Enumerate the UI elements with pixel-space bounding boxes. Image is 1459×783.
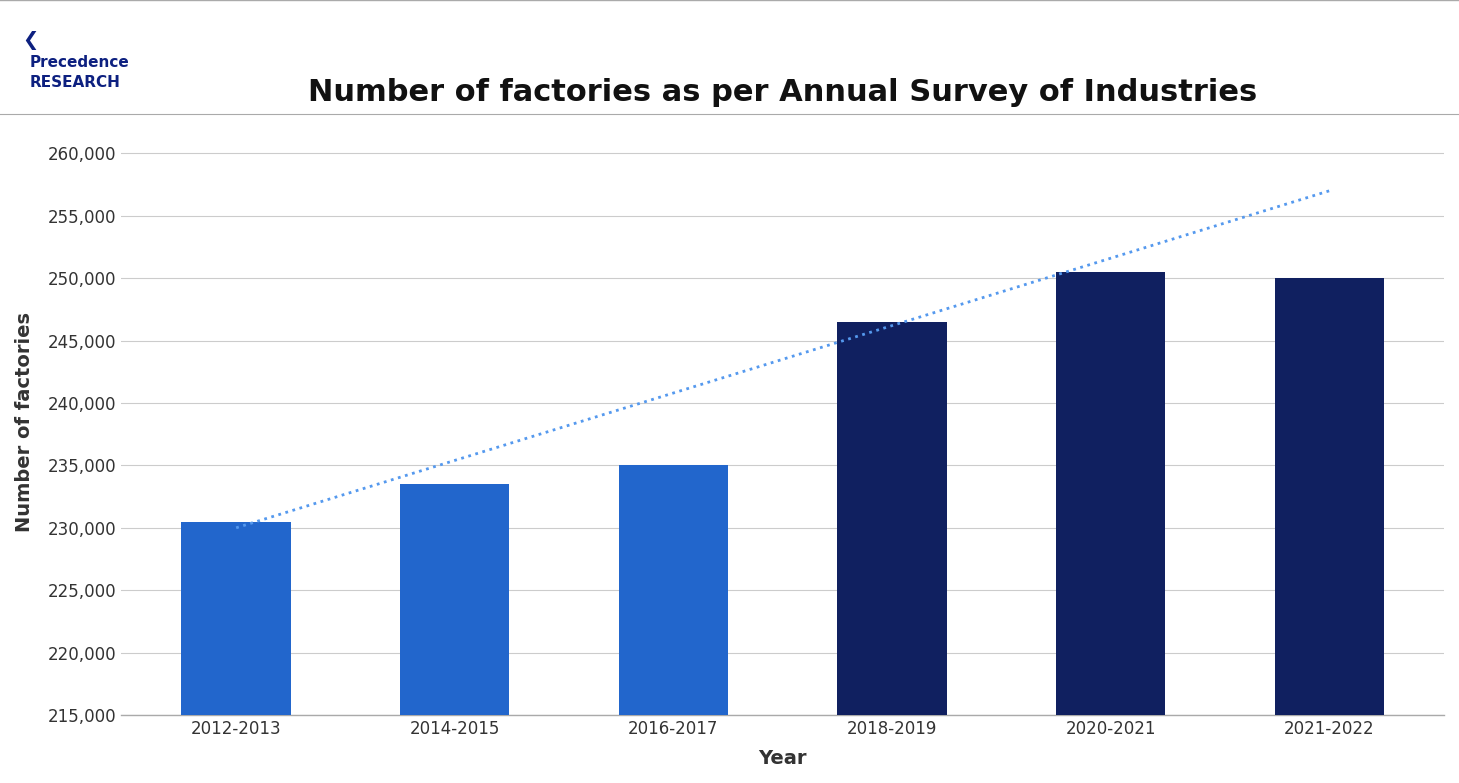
Y-axis label: Number of factories: Number of factories (15, 312, 34, 532)
Bar (619, 465, 728, 783)
Text: Precedence
RESEARCH: Precedence RESEARCH (29, 55, 128, 89)
Bar (181, 521, 290, 783)
X-axis label: Year: Year (759, 749, 807, 768)
Bar (1056, 272, 1166, 783)
Bar (1275, 278, 1385, 783)
Text: ❮: ❮ (22, 31, 38, 50)
Bar (400, 484, 509, 783)
Title: Number of factories as per Annual Survey of Industries: Number of factories as per Annual Survey… (308, 78, 1258, 106)
Bar (837, 322, 947, 783)
